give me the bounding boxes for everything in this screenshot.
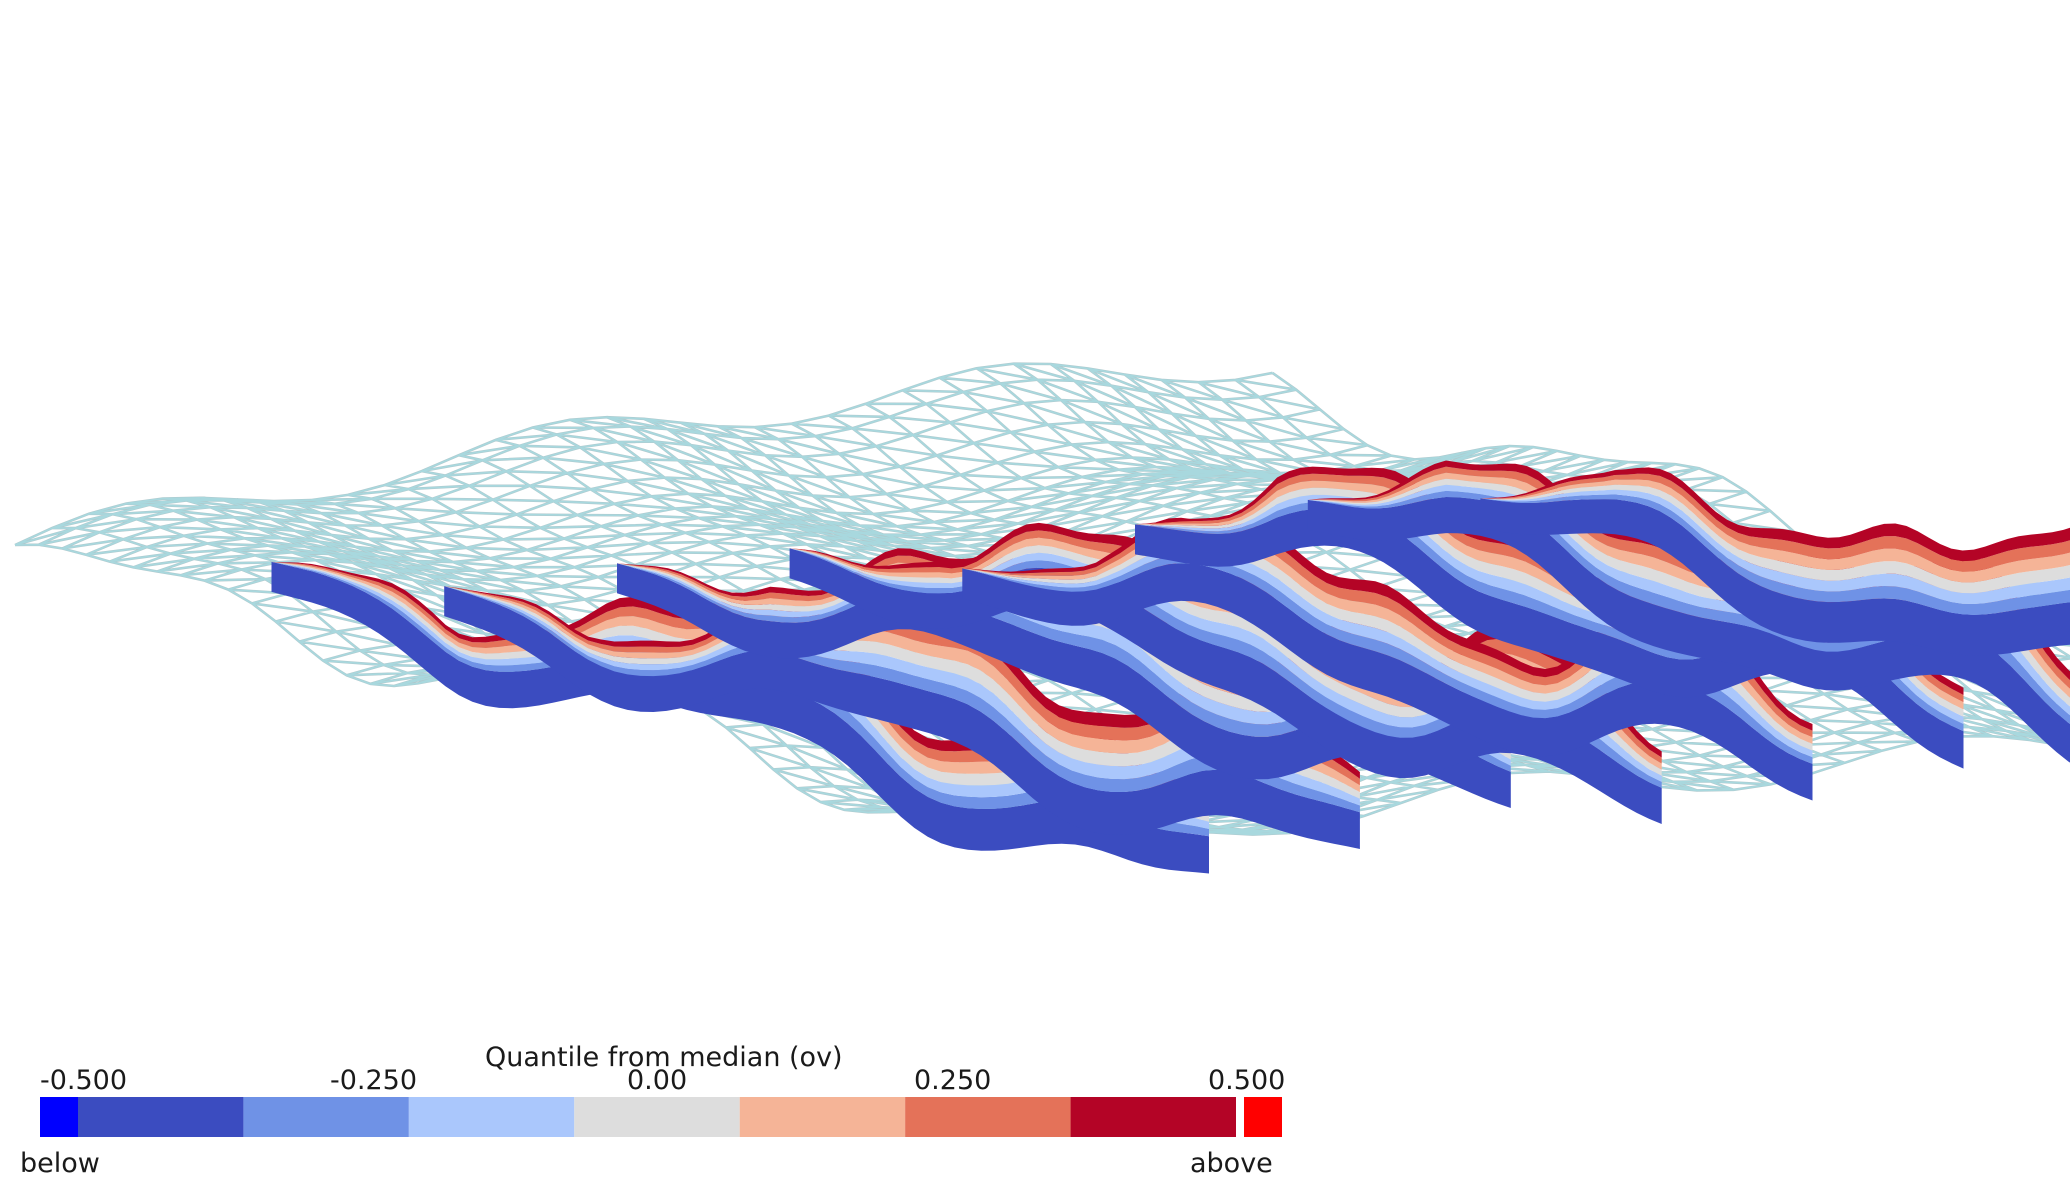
color-bin — [408, 1097, 575, 1137]
color-bin — [905, 1097, 1071, 1137]
quantile-band — [789, 548, 1662, 824]
quantile-band — [271, 561, 1209, 874]
quantile-band — [1307, 478, 2070, 707]
color-bin — [243, 1097, 409, 1137]
quantile-band — [962, 563, 1813, 801]
quantile-band — [444, 586, 1360, 786]
color-bin-above — [1244, 1097, 1282, 1137]
color-bin — [78, 1097, 244, 1137]
legend-tick-label: -0.250 — [330, 1065, 418, 1096]
quantile-ribbons — [271, 460, 2070, 874]
color-bin — [739, 1097, 906, 1137]
legend-tick-label: 0.00 — [627, 1065, 688, 1096]
quantile-band — [1480, 489, 2070, 604]
quantile-band — [1307, 497, 2070, 763]
legend-title: Quantile from median (ov) — [485, 1042, 843, 1073]
quantile-band — [1480, 473, 2070, 572]
quantile-band — [444, 586, 1360, 793]
quantile-band — [444, 586, 1360, 849]
legend-below-label: below — [20, 1148, 100, 1179]
quantile-band — [444, 586, 1360, 779]
quantile-band — [1480, 467, 2070, 562]
quantile-band — [1480, 498, 2070, 656]
quantile-band — [1307, 484, 2070, 716]
quantile-ribbon — [444, 586, 1360, 849]
color-bin — [574, 1097, 740, 1137]
quantile-band — [1480, 494, 2070, 615]
quantile-ribbon — [1480, 467, 2070, 656]
quantile-band — [1480, 484, 2070, 594]
color-bar — [40, 1097, 1282, 1137]
legend-tick-label: -0.500 — [40, 1065, 128, 1096]
color-bin — [1070, 1097, 1236, 1137]
legend-tick-label: 0.500 — [1208, 1065, 1286, 1096]
quantile-band — [1307, 490, 2070, 724]
color-bin-below — [40, 1097, 78, 1137]
quantile-band — [1480, 479, 2070, 583]
legend-tick-label: 0.250 — [914, 1065, 992, 1096]
quantile-band — [271, 561, 1209, 829]
quantile-band — [1135, 508, 1964, 769]
quantile-band — [617, 563, 1511, 808]
legend-above-label: above — [1190, 1148, 1273, 1179]
3d-ribbon-mesh-scene[interactable] — [0, 0, 2070, 1030]
